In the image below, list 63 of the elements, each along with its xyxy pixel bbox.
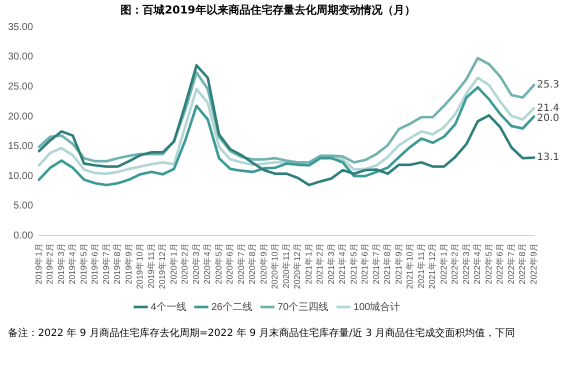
x-tick-label: 2021年12月: [427, 242, 438, 290]
x-tick-label: 2020年12月: [292, 242, 302, 290]
x-tick-label: 2021年9月: [393, 242, 404, 284]
y-tick-label: 30.00: [8, 52, 34, 63]
x-tick-label: 2019年9月: [123, 242, 134, 284]
x-tick-label: 2022年6月: [494, 242, 505, 284]
legend-label: 70个三四线: [277, 300, 329, 313]
x-tick-label: 2022年3月: [460, 242, 471, 284]
x-tick-label: 2020年1月: [168, 242, 178, 284]
x-tick-label: 2020年3月: [190, 242, 201, 284]
data-label: 21.4: [537, 102, 560, 114]
y-tick-label: 10.00: [8, 170, 34, 182]
x-tick-label: 2020年8月: [247, 242, 258, 284]
text: 备注：2022 年 9 月商品住宅库存去化周期=2022 年 9 月末商品住宅库存量/近 3 月商品住宅成交面积均值，下同: [8, 326, 516, 340]
x-tick-label: 2019年2月: [44, 242, 55, 284]
data-label: 20.0: [537, 112, 560, 124]
x-tick-label: 2019年7月: [100, 242, 111, 284]
x-tick-label: 2022年9月: [528, 242, 538, 284]
x-tick-label: 2019年1月: [33, 242, 44, 284]
data-label: 25.3: [537, 80, 560, 91]
data-label: 13.1: [537, 152, 560, 164]
x-tick-label: 2022年2月: [450, 242, 460, 284]
x-tick-label: 2020年6月: [224, 242, 235, 284]
legend-label: 100城合计: [354, 300, 400, 313]
x-tick-label: 2022年7月: [506, 242, 516, 284]
x-tick-label: 2019年12月: [157, 242, 168, 290]
x-tick-label: 2022年8月: [517, 242, 528, 284]
x-tick-label: 2019年3月: [56, 242, 66, 284]
x-tick-label: 2020年2月: [180, 242, 190, 284]
y-tick-label: 20.00: [8, 111, 34, 122]
y-tick-label: 35.00: [8, 22, 34, 33]
x-tick-label: 2019年6月: [90, 242, 100, 284]
chart-title: 图：百城2019年以来商品住宅存量去化周期变动情况（月）: [120, 3, 416, 16]
x-tick-label: 2021年3月: [326, 242, 336, 284]
x-tick-label: 2021年8月: [382, 242, 392, 284]
x-tick-label: 2020年7月: [236, 242, 246, 284]
x-tick-label: 2019年5月: [78, 242, 88, 284]
x-tick-label: 2020年10月: [270, 242, 280, 290]
x-tick-label: 2021年7月: [370, 242, 381, 284]
x-tick-label: 2021年5月: [348, 242, 358, 284]
x-tick-label: 2022年4月: [472, 242, 482, 284]
x-tick-label: 2021年11月: [416, 242, 426, 288]
x-tick-label: 2019年4月: [67, 242, 78, 284]
y-tick-label: 25.00: [8, 82, 34, 93]
x-tick-label: 2022年5月: [483, 242, 494, 284]
x-tick-label: 2021年10月: [404, 242, 415, 290]
legend-label: 26个二线: [211, 300, 252, 313]
x-tick-label: 2021年6月: [360, 242, 370, 284]
x-tick-label: 2019年10月: [134, 242, 145, 290]
x-tick-label: 2020年9月: [258, 242, 268, 284]
x-tick-label: 2021年4月: [337, 242, 348, 284]
x-tick-label: 2021年1月: [303, 242, 314, 284]
x-tick-label: 2019年11月: [146, 242, 156, 288]
x-tick-label: 2020年11月: [280, 242, 291, 288]
y-tick-label: 5.00: [14, 200, 34, 212]
y-tick-label: 15.00: [8, 141, 34, 152]
x-tick-label: 2020年4月: [202, 242, 212, 284]
legend-label: 4个一线: [150, 300, 186, 313]
x-tick-label: 2019年8月: [112, 242, 122, 284]
x-tick-label: 2021年2月: [314, 242, 325, 284]
x-tick-label: 2020年5月: [213, 242, 224, 284]
y-tick-label: 0.00: [14, 230, 34, 242]
x-tick-label: 2022年1月: [438, 242, 448, 284]
